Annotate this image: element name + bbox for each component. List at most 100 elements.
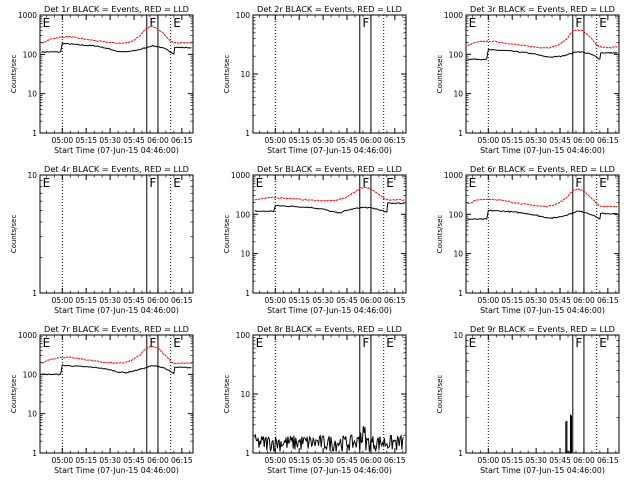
x-axis-label: Start Time (07-Jun-15 04:46:00)	[267, 466, 392, 475]
detector-panel-9: Det 9r BLACK = Events, RED = LLD 1 10 05:00…	[436, 324, 620, 475]
y-tick-label: 100	[23, 50, 38, 59]
plot-frame	[252, 14, 407, 134]
x-axis-label: Start Time (07-Jun-15 04:46:00)	[267, 306, 392, 315]
x-tick-label: 06:15	[384, 136, 406, 145]
y-tick-label: 1	[245, 449, 250, 458]
x-tick-label: 05:30	[525, 136, 547, 145]
x-tick-label: 06:00	[360, 456, 382, 465]
y-tick-label: 10	[27, 410, 37, 419]
x-axis-label: Start Time (07-Jun-15 04:46:00)	[480, 306, 605, 315]
interval-marker-e: E	[256, 336, 264, 350]
x-tick-label: 06:00	[573, 136, 595, 145]
x-tick-label: 05:00	[478, 456, 500, 465]
interval-marker-e: E	[173, 16, 181, 30]
x-tick-label: 05:00	[478, 296, 500, 305]
x-tick-label: 05:00	[52, 456, 74, 465]
y-tick-label: 100	[236, 210, 251, 219]
x-tick-label: 05:15	[288, 456, 310, 465]
x-tick-label: 05:15	[288, 296, 310, 305]
x-tick-label: 05:00	[478, 136, 500, 145]
interval-marker-e: E	[256, 176, 264, 190]
x-tick-label: 05:15	[75, 456, 97, 465]
y-axis-label: Counts/sec	[10, 215, 18, 254]
panel-title: Det 3r BLACK = Events, RED = LLD	[470, 4, 615, 14]
x-tick-label: 06:15	[171, 296, 193, 305]
x-tick-label: 05:45	[336, 136, 358, 145]
y-axis-label: Counts/sec	[436, 375, 444, 414]
series-lld-line	[41, 25, 192, 45]
series-events-line	[564, 413, 573, 455]
series-events-line	[254, 202, 405, 214]
panel-title: Det 2r BLACK = Events, RED = LLD	[257, 4, 402, 14]
series-events-line	[41, 364, 192, 376]
series-lld-line	[41, 345, 192, 365]
y-tick-label: 1	[458, 289, 463, 298]
x-tick-label: 05:45	[549, 456, 571, 465]
interval-marker-e: E	[599, 336, 607, 350]
y-tick-label: 1000	[444, 171, 463, 180]
y-tick-label: 1000	[18, 11, 37, 20]
interval-marker-f: F	[149, 176, 156, 190]
y-axis-label: Counts/sec	[223, 215, 231, 254]
panel-title: Det 1r BLACK = Events, RED = LLD	[44, 4, 189, 14]
x-tick-label: 06:15	[384, 296, 406, 305]
detector-panel-5: Det 5r BLACK = Events, RED = LLD 1 10 100 10…	[223, 164, 407, 315]
interval-marker-f: F	[149, 336, 156, 350]
x-tick-label: 06:15	[171, 136, 193, 145]
y-axis-label: Counts/sec	[223, 55, 231, 94]
interval-marker-e: E	[43, 336, 51, 350]
interval-marker-e: E	[386, 176, 394, 190]
x-tick-label: 05:45	[549, 296, 571, 305]
interval-marker-e: E	[469, 336, 477, 350]
x-tick-label: 05:15	[501, 136, 523, 145]
x-tick-label: 05:15	[75, 136, 97, 145]
x-tick-label: 06:15	[597, 136, 619, 145]
x-axis-label: Start Time (07-Jun-15 04:46:00)	[267, 146, 392, 155]
interval-marker-e: E	[173, 176, 181, 190]
x-tick-label: 05:45	[123, 136, 145, 145]
interval-marker-f: F	[149, 16, 156, 30]
x-tick-label: 06:15	[171, 456, 193, 465]
x-tick-label: 05:30	[99, 456, 121, 465]
y-tick-label: 1000	[231, 171, 250, 180]
interval-marker-e: E	[469, 16, 477, 30]
x-tick-label: 06:00	[573, 456, 595, 465]
panel-title: Det 9r BLACK = Events, RED = LLD	[470, 324, 615, 334]
x-tick-label: 06:00	[360, 296, 382, 305]
x-tick-label: 06:15	[597, 296, 619, 305]
plot-frame	[465, 334, 620, 454]
x-tick-label: 06:00	[147, 456, 169, 465]
y-tick-label: 100	[449, 210, 464, 219]
detector-panel-6: Det 6r BLACK = Events, RED = LLD 1 10 100 10…	[436, 164, 620, 315]
y-tick-label: 100	[449, 50, 464, 59]
series-lld-line	[467, 187, 618, 208]
interval-marker-f: F	[575, 16, 582, 30]
x-tick-label: 05:45	[336, 296, 358, 305]
x-tick-label: 05:00	[265, 136, 287, 145]
y-tick-label: 10	[240, 390, 250, 399]
x-tick-label: 06:00	[147, 136, 169, 145]
y-axis-label: Counts/sec	[223, 375, 231, 414]
plot-frame	[465, 174, 620, 294]
series-events-line	[467, 209, 618, 221]
x-tick-label: 06:15	[597, 456, 619, 465]
y-tick-label: 10	[27, 90, 37, 99]
x-tick-label: 05:00	[265, 296, 287, 305]
interval-marker-f: F	[575, 336, 582, 350]
interval-marker-e: E	[469, 176, 477, 190]
x-tick-label: 05:45	[123, 296, 145, 305]
plot-frame	[465, 14, 620, 134]
x-axis-label: Start Time (07-Jun-15 04:46:00)	[480, 466, 605, 475]
interval-marker-e: E	[43, 176, 51, 190]
interval-marker-e: E	[173, 336, 181, 350]
y-tick-label: 1000	[444, 11, 463, 20]
x-axis-label: Start Time (07-Jun-15 04:46:00)	[54, 466, 179, 475]
detector-panel-1: Det 1r BLACK = Events, RED = LLD 1 10 100 10…	[10, 4, 194, 155]
x-tick-label: 05:00	[52, 296, 74, 305]
y-tick-label: 1	[458, 129, 463, 138]
y-axis-label: Counts/sec	[10, 55, 18, 94]
series-lld-line	[254, 186, 405, 202]
y-tick-label: 10	[453, 331, 463, 340]
series-events-line	[254, 426, 405, 452]
x-tick-label: 05:45	[549, 136, 571, 145]
